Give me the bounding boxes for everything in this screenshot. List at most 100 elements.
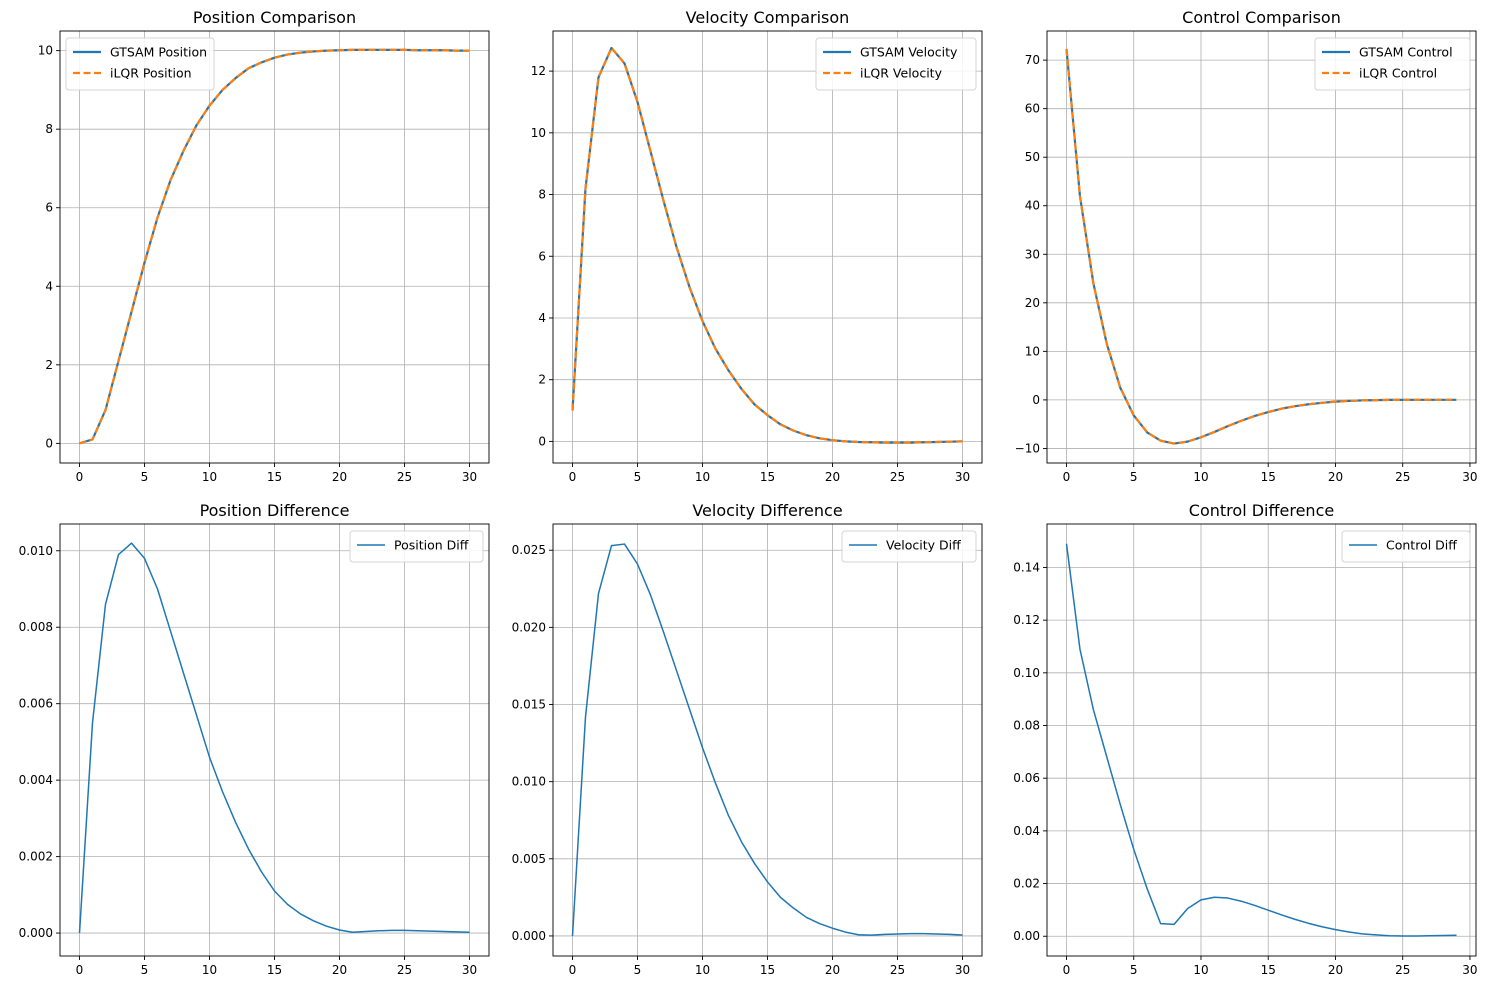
y-tick-label: 70 (1025, 53, 1040, 67)
subplot-1: 0 5 10 15 20 25 30 0 2 4 6 8 10 Position Comparison GT… (38, 8, 490, 484)
subplot-2: 0 5 10 15 20 25 30 0 2 4 6 8 10 12 Velocity Comparison… (531, 8, 983, 484)
series-line-2 (1065, 48, 1457, 445)
y-tick-label: 6 (45, 201, 53, 215)
legend-entry: GTSAM Velocity (860, 45, 958, 60)
y-tick-label: 0.010 (19, 544, 53, 558)
legend: Velocity Diff (841, 530, 977, 563)
x-tick-label: 15 (267, 963, 282, 977)
y-tick-label: 8 (45, 122, 53, 136)
legend: GTSAM Control iLQR Control (1314, 37, 1471, 91)
legend-box (65, 37, 215, 91)
grid (1047, 524, 1476, 956)
x-tick-label: 5 (141, 470, 149, 484)
legend-box (815, 37, 977, 91)
y-tick-label: 4 (538, 311, 546, 325)
x-tick-label: 15 (1261, 470, 1276, 484)
series-line-1 (1065, 48, 1457, 445)
y-tick-label: 0.12 (1013, 613, 1040, 627)
legend: Position Diff (349, 530, 484, 563)
legend-entry: Position Diff (394, 538, 469, 553)
y-tick-label: 0.020 (512, 620, 546, 634)
x-tick-label: 5 (1130, 963, 1138, 977)
legend-box (349, 530, 484, 563)
x-tick-label: 30 (1462, 963, 1477, 977)
legend-entry: iLQR Position (110, 66, 192, 81)
y-tick-label: 8 (538, 188, 546, 202)
chart-title: Control Comparison (1182, 8, 1341, 27)
grid (1047, 31, 1476, 463)
y-tick-label: 10 (38, 44, 53, 58)
y-tick-label: 0.006 (19, 697, 53, 711)
x-tick-label: 30 (1462, 470, 1477, 484)
y-tick-label: 0.005 (512, 852, 546, 866)
y-tick-label: 20 (1025, 296, 1040, 310)
series-line-1 (78, 542, 470, 934)
y-tick-label: 0.06 (1013, 771, 1040, 785)
x-tick-label: 30 (955, 963, 970, 977)
y-tick-label: 0.008 (19, 620, 53, 634)
x-tick-label: 0 (569, 470, 577, 484)
x-tick-label: 10 (202, 470, 217, 484)
y-tick-label: 6 (538, 249, 546, 263)
y-tick-label: 60 (1025, 102, 1040, 116)
y-tick-label: 0.015 (512, 698, 546, 712)
x-tick-label: 25 (890, 470, 905, 484)
x-tick-label: 5 (634, 470, 642, 484)
x-tick-label: 0 (1063, 470, 1071, 484)
chart-title: Control Difference (1189, 501, 1334, 520)
y-tick-label: 30 (1025, 247, 1040, 261)
x-tick-label: 25 (397, 963, 412, 977)
chart-title: Position Comparison (193, 8, 356, 27)
x-tick-label: 20 (1328, 963, 1343, 977)
y-tick-label: 50 (1025, 150, 1040, 164)
legend-entry: GTSAM Position (110, 45, 207, 60)
subplot-6: 0 5 10 15 20 25 30 0.00 0.02 0.04 0.06 0.08 0.10 0.12… (1013, 501, 1477, 977)
x-tick-label: 15 (267, 470, 282, 484)
x-tick-label: 20 (332, 470, 347, 484)
legend: Control Diff (1341, 530, 1471, 563)
y-tick-label: 0.04 (1013, 824, 1040, 838)
legend-entry: Velocity Diff (886, 538, 961, 553)
x-tick-label: 0 (1063, 963, 1071, 977)
x-tick-label: 25 (890, 963, 905, 977)
y-tick-label: 40 (1025, 199, 1040, 213)
grid (553, 524, 982, 956)
y-tick-label: 2 (538, 373, 546, 387)
y-tick-label: 0.010 (512, 775, 546, 789)
y-tick-label: −10 (1015, 441, 1040, 455)
chart-title: Velocity Difference (692, 501, 842, 520)
y-tick-label: 0.10 (1013, 666, 1040, 680)
x-tick-label: 10 (695, 470, 710, 484)
x-tick-label: 0 (76, 470, 84, 484)
x-tick-label: 15 (760, 470, 775, 484)
y-tick-label: 10 (531, 126, 546, 140)
y-tick-label: 0.02 (1013, 877, 1040, 891)
x-tick-label: 5 (141, 963, 149, 977)
x-tick-label: 30 (955, 470, 970, 484)
y-tick-label: 0.14 (1013, 560, 1040, 574)
legend-box (841, 530, 977, 563)
x-tick-label: 20 (825, 963, 840, 977)
y-tick-label: 0.08 (1013, 719, 1040, 733)
x-tick-label: 5 (1130, 470, 1138, 484)
x-tick-label: 20 (332, 963, 347, 977)
y-tick-label: 0 (45, 436, 53, 450)
y-tick-label: 0 (1032, 393, 1040, 407)
y-tick-label: 12 (531, 64, 546, 78)
x-tick-label: 0 (76, 963, 84, 977)
y-tick-label: 4 (45, 279, 53, 293)
subplot-3: 0 5 10 15 20 25 30 −10 0 10 20 30 40 50 60 70 Control Co… (1015, 8, 1478, 484)
x-tick-label: 15 (760, 963, 775, 977)
y-tick-label: 0.00 (1013, 929, 1040, 943)
legend-box (1341, 530, 1471, 563)
chart-title: Velocity Comparison (686, 8, 850, 27)
x-tick-label: 10 (202, 963, 217, 977)
legend-entry: iLQR Control (1359, 66, 1437, 81)
axes-frame (1046, 30, 1477, 464)
y-tick-label: 0 (538, 434, 546, 448)
x-tick-label: 25 (397, 470, 412, 484)
chart-title: Position Difference (200, 501, 350, 520)
legend: GTSAM Velocity iLQR Velocity (815, 37, 977, 91)
grid (553, 31, 982, 463)
x-tick-label: 20 (825, 470, 840, 484)
